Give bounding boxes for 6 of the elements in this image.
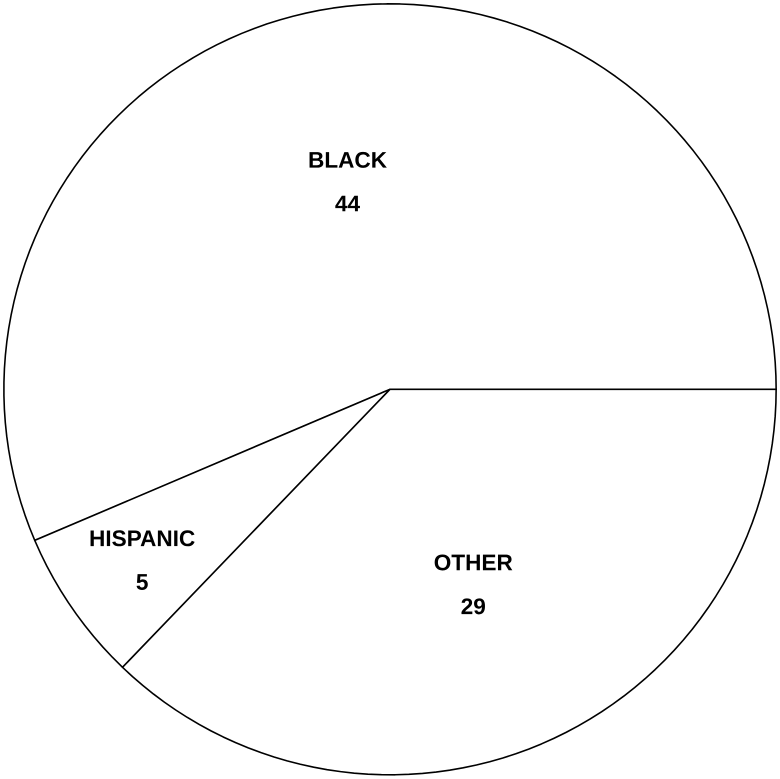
slice-label: OTHER	[434, 554, 512, 571]
data-label: 5	[136, 574, 148, 590]
data-label: 29	[461, 598, 485, 614]
slice-label: BLACK	[310, 152, 387, 168]
slice-label: HISPANIC	[90, 530, 195, 546]
data-label: 44	[335, 196, 360, 212]
